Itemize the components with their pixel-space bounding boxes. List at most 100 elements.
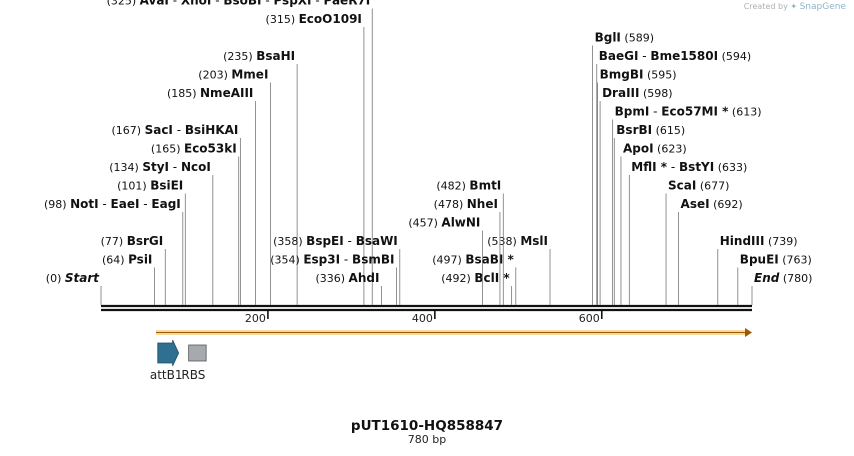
enzyme-name: BstYI — [679, 160, 714, 174]
enzyme-label: (98) NotI - EaeI - EagI — [44, 197, 181, 211]
enzyme-name: BglI — [595, 31, 621, 45]
enzyme-name: NcoI — [181, 160, 211, 174]
enzyme-label: (482) BmtI — [436, 179, 501, 193]
enzyme-name: MflI * — [631, 160, 667, 174]
cut-position: (692) — [710, 198, 743, 211]
cut-position: (354) — [270, 254, 303, 267]
enzyme-label: DraIII (598) — [602, 86, 672, 100]
cut-position: (677) — [696, 180, 729, 193]
enzyme-name: BsaBI * — [465, 253, 514, 267]
enzyme-label: (64) PsiI — [102, 253, 152, 267]
enzyme-label: End (780) — [754, 271, 812, 285]
enzyme-name: Eco53kI — [184, 142, 237, 156]
enzyme-name: BsmBI — [352, 253, 394, 267]
cut-position: (763) — [779, 254, 812, 267]
enzyme-label: (478) NheI — [434, 197, 498, 211]
enzyme-name: BsaWI — [356, 234, 398, 248]
enzyme-name: BsrGI — [127, 234, 164, 248]
snapgene-logo-icon: ✦ — [790, 2, 798, 11]
enzyme-separator: - — [139, 197, 151, 211]
enzyme-name: PaeR7I — [323, 0, 370, 8]
enzyme-name: BmtI — [469, 179, 501, 193]
enzyme-name: BspEI — [306, 234, 344, 248]
enzyme-label: (77) BsrGI — [101, 234, 164, 248]
cut-position: (497) — [432, 254, 465, 267]
enzyme-label: (203) MmeI — [198, 68, 268, 82]
enzyme-name: EcoO109I — [299, 12, 362, 26]
enzyme-label: BsrBI (615) — [616, 123, 685, 137]
enzyme-separator: - — [638, 49, 650, 63]
enzyme-name: PspXI — [273, 0, 311, 8]
credit-brand: SnapGene — [799, 2, 846, 12]
feature-box — [188, 344, 207, 362]
map-title: pUT1610-HQ858847 — [351, 418, 503, 434]
enzyme-label: (235) BsaHI — [223, 49, 295, 63]
enzyme-separator: - — [173, 123, 185, 137]
cut-position: (613) — [728, 106, 761, 119]
enzyme-label: (101) BsiEI — [117, 179, 183, 193]
enzyme-name: Eco57MI * — [661, 105, 729, 119]
enzyme-label: (336) AhdI — [315, 271, 379, 285]
enzyme-label: (457) AlwNI — [408, 216, 480, 230]
cut-position: (203) — [198, 69, 231, 82]
enzyme-separator: - — [649, 105, 661, 119]
enzyme-name: Start — [65, 271, 100, 285]
enzyme-label: (497) BsaBI * — [432, 253, 514, 267]
cut-position: (780) — [779, 272, 812, 285]
scale-tick-label: 600 — [579, 312, 600, 325]
cut-position: (457) — [408, 217, 441, 230]
enzyme-label: BglI (589) — [595, 31, 654, 45]
enzyme-name: DraIII — [602, 86, 639, 100]
enzyme-label: BpuEI (763) — [740, 253, 812, 267]
feature-arrow-icon — [157, 339, 180, 367]
enzyme-separator: - — [169, 0, 181, 8]
cut-position: (633) — [714, 161, 747, 174]
cut-position: (64) — [102, 254, 128, 267]
enzyme-name: ScaI — [668, 179, 696, 193]
enzyme-label: (185) NmeAIII — [167, 86, 253, 100]
enzyme-separator: - — [340, 253, 352, 267]
enzyme-label: (325) AvaI - XhoI - BsoBI - PspXI - PaeR… — [107, 0, 371, 8]
orf-arrowhead-icon — [745, 328, 752, 337]
enzyme-label: HindIII (739) — [720, 234, 798, 248]
cut-position: (77) — [101, 235, 127, 248]
enzyme-label: BmgBI (595) — [600, 68, 677, 82]
enzyme-separator: - — [344, 234, 356, 248]
enzyme-name: BclI * — [474, 271, 510, 285]
enzyme-name: AvaI — [140, 0, 169, 8]
map-length: 780 bp — [408, 433, 446, 446]
cut-position: (538) — [487, 235, 520, 248]
enzyme-name: BmgBI — [600, 68, 644, 82]
enzyme-separator: - — [667, 160, 679, 174]
enzyme-name: BsiHKAI — [185, 123, 239, 137]
enzyme-separator: - — [169, 160, 181, 174]
enzyme-name: XhoI — [181, 0, 212, 8]
cut-position: (595) — [643, 69, 676, 82]
cut-position: (482) — [436, 180, 469, 193]
enzyme-name: EagI — [151, 197, 180, 211]
cut-position: (185) — [167, 87, 200, 100]
enzyme-separator: - — [262, 0, 274, 8]
enzyme-name: StyI — [142, 160, 169, 174]
cut-position: (165) — [151, 143, 184, 156]
scale-tick-label: 200 — [245, 312, 266, 325]
cut-position: (623) — [654, 143, 687, 156]
cut-position: (325) — [107, 0, 140, 8]
enzyme-name: Esp3I — [303, 253, 340, 267]
enzyme-name: AlwNI — [441, 216, 480, 230]
enzyme-label: (0) Start — [46, 271, 100, 285]
enzyme-label: (167) SacI - BsiHKAI — [112, 123, 239, 137]
scale-tick-label: 400 — [412, 312, 433, 325]
cut-position: (336) — [315, 272, 348, 285]
enzyme-name: NmeAIII — [200, 86, 253, 100]
enzyme-label: (358) BspEI - BsaWI — [273, 234, 398, 248]
enzyme-name: ApoI — [623, 142, 654, 156]
enzyme-separator: - — [312, 0, 324, 8]
enzyme-label: AseI (692) — [681, 197, 743, 211]
enzyme-label: (492) BclI * — [441, 271, 510, 285]
cut-position: (598) — [639, 87, 672, 100]
cut-position: (594) — [718, 50, 751, 63]
cut-position: (358) — [273, 235, 306, 248]
